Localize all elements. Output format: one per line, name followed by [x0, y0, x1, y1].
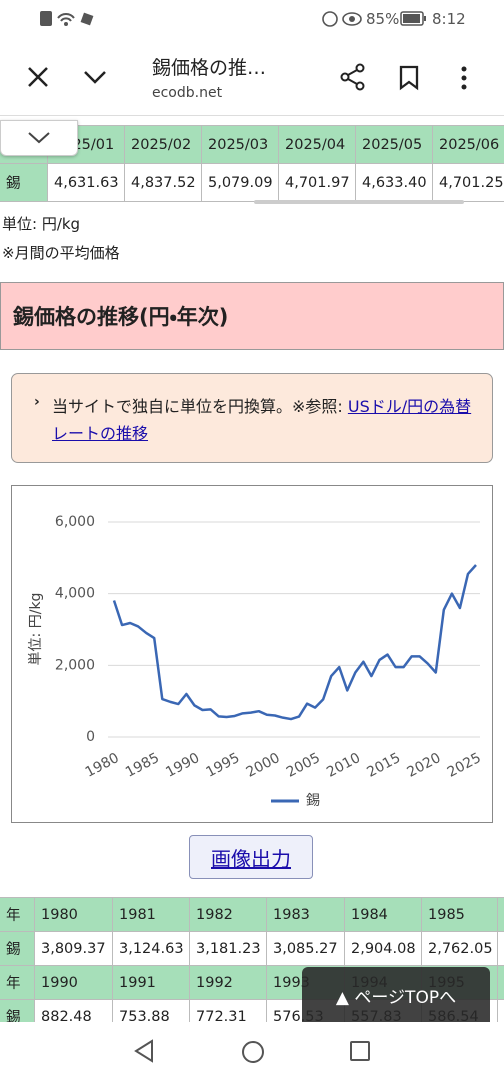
home-button[interactable] [240, 1039, 266, 1065]
status-icons [40, 11, 94, 26]
info-box: › 当サイトで独自に単位を円換算。※参照: USドル/円の為替レートの推移 [11, 373, 493, 463]
x-tick-label: 1985 [123, 750, 162, 781]
table-cell: 5,079.09 [202, 164, 279, 202]
page-url: ecodb.net [152, 85, 223, 101]
header-cell: 1992 [190, 966, 267, 1000]
legend-label: 錫 [306, 793, 320, 809]
section-header: 錫価格の推移(円・年次) [0, 282, 504, 350]
table-cell: 4,837.52 [125, 164, 202, 202]
header-cell: 1983 [267, 898, 345, 932]
info-text: 当サイトで独自に単位を円換算。※参照: USドル/円の為替レートの推移 [52, 393, 482, 447]
page-top-button[interactable]: ▲ ページTOPへ [302, 967, 490, 1023]
table-cell: 錫 [0, 1000, 35, 1022]
header-cell: 2025/05 [356, 126, 433, 164]
header-cell: 1980 [35, 898, 113, 932]
table-cell: 4,701.25 [433, 164, 504, 202]
menu-button[interactable] [458, 64, 470, 92]
y-axis-label: 単位: 円/kg [28, 593, 44, 666]
table-cell [498, 898, 504, 932]
x-tick-label: 2025 [445, 750, 484, 781]
chart: 単位: 円/kg 0 2,000 4,000 6,000 1980 1985 1990 199… [11, 485, 493, 823]
unit-note: 単位: 円/kg [2, 215, 81, 233]
average-note: ※月間の平均価格 [2, 244, 120, 262]
table-cell: 3,809.37 [35, 932, 113, 966]
header-cell: 2025/06 [433, 126, 504, 164]
collapse-button[interactable] [0, 120, 78, 156]
x-tick-label: 2015 [364, 750, 403, 781]
section-title: 錫価格の推移(円・年次) [13, 305, 229, 329]
table-cell: 2,904.08 [345, 932, 422, 966]
status-bar: 85% 8:12 [0, 0, 504, 38]
header-cell: 1982 [190, 898, 267, 932]
header-cell: 1984 [345, 898, 422, 932]
status-icons-right [322, 11, 362, 27]
x-tick-label: 1990 [163, 750, 202, 781]
battery-text: 85% [366, 10, 400, 28]
table-cell: 3,124.63 [113, 932, 190, 966]
table-cell: 772.31 [190, 1000, 267, 1022]
page-title: 錫価格の推… [152, 57, 267, 79]
recents-button[interactable] [348, 1039, 372, 1063]
table-cell [498, 932, 504, 966]
close-button[interactable] [26, 65, 50, 89]
table-cell: 錫 [0, 164, 48, 202]
expand-button[interactable] [82, 68, 108, 86]
header-cell: 年 [0, 898, 35, 932]
y-tick-label: 6,000 [55, 514, 95, 530]
collapse-icon [28, 132, 50, 144]
nav-bar [0, 1022, 504, 1080]
y-tick-label: 0 [86, 729, 95, 745]
export-button[interactable]: 画像出力 [189, 835, 313, 879]
header-cell: 2025/03 [202, 126, 279, 164]
exchange-rate-link[interactable]: USドル/円の為替レートの推移 [52, 397, 472, 443]
y-tick-label: 2,000 [55, 657, 95, 673]
table-cell: 882.48 [35, 1000, 113, 1022]
x-tick-label: 2010 [324, 750, 363, 781]
x-tick-label: 2005 [284, 750, 323, 781]
table-cell: 3,181.23 [190, 932, 267, 966]
x-tick-label: 2000 [244, 750, 283, 781]
table-cell: 2,762.05 [422, 932, 498, 966]
table-cell: 4,633.40 [356, 164, 433, 202]
y-tick-label: 4,000 [55, 586, 95, 602]
table-cell: 3,085.27 [267, 932, 345, 966]
x-tick-label: 1980 [83, 750, 122, 781]
table-cell: 4,701.97 [279, 164, 356, 202]
table-cell [498, 966, 504, 1000]
battery-icon [400, 11, 426, 26]
page-top-label: ▲ ページTOPへ [335, 987, 457, 1008]
share-button[interactable] [339, 63, 367, 91]
data-line [112, 564, 477, 721]
bullet: › [34, 394, 40, 410]
bookmark-button[interactable] [398, 65, 420, 91]
info-text-body: 当サイトで独自に単位を円換算。※参照: [52, 397, 348, 416]
header-cell: 1985 [422, 898, 498, 932]
header-cell: 2025/04 [279, 126, 356, 164]
table-cell: 753.88 [113, 1000, 190, 1022]
export-button-label: 画像出力 [211, 846, 291, 871]
x-tick-label: 1995 [203, 750, 242, 781]
table-cell: 4,631.63 [48, 164, 125, 202]
header-cell: 年 [0, 966, 35, 1000]
header-cell: 1981 [113, 898, 190, 932]
clock: 8:12 [432, 10, 466, 28]
browser-toolbar: 錫価格の推… ecodb.net [0, 38, 504, 116]
header-cell: 1990 [35, 966, 113, 1000]
back-button[interactable] [132, 1038, 156, 1064]
table-cell [498, 1000, 504, 1022]
header-cell: 2025/02 [125, 126, 202, 164]
scrollbar [254, 200, 464, 204]
x-tick-label: 2020 [405, 750, 444, 781]
header-cell: 1991 [113, 966, 190, 1000]
table-cell: 錫 [0, 932, 35, 966]
